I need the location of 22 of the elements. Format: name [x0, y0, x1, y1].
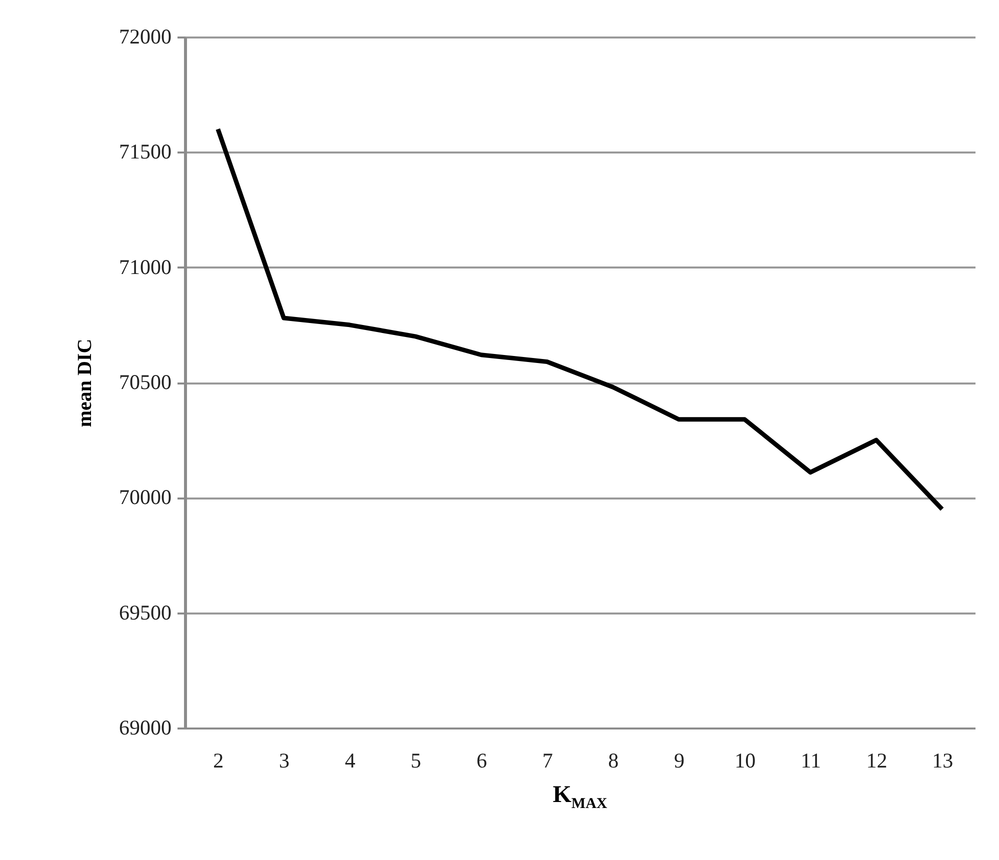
x-tick-label: 4 [344, 748, 356, 772]
x-tick-label: 13 [932, 748, 954, 772]
x-tick-label: 11 [800, 748, 822, 772]
x-tick-label: 5 [410, 748, 422, 772]
x-tick-label: 10 [734, 748, 756, 772]
x-tick-label: 7 [542, 748, 553, 772]
y-tick-label: 71000 [119, 254, 172, 279]
x-axis-title: K$_{MAX}$ [552, 782, 608, 813]
y-tick-label: 70500 [119, 370, 172, 394]
x-tick-label: 8 [608, 748, 619, 772]
y-tick-label: 69500 [119, 600, 172, 624]
y-axis-title: mean DIC [74, 338, 96, 428]
x-tick-label: 6 [476, 748, 487, 772]
x-tick-label: 12 [866, 748, 888, 772]
x-tick-label: 9 [674, 748, 684, 772]
y-tick-label: 71500 [119, 140, 172, 164]
line-series [216, 126, 944, 512]
y-tick-label: 70000 [119, 485, 172, 510]
y-tick-label: 69000 [119, 716, 172, 740]
y-tick-label: 72000 [119, 24, 172, 48]
x-tick-label: 2 [213, 748, 224, 772]
x-tick-label: 3 [279, 748, 290, 772]
